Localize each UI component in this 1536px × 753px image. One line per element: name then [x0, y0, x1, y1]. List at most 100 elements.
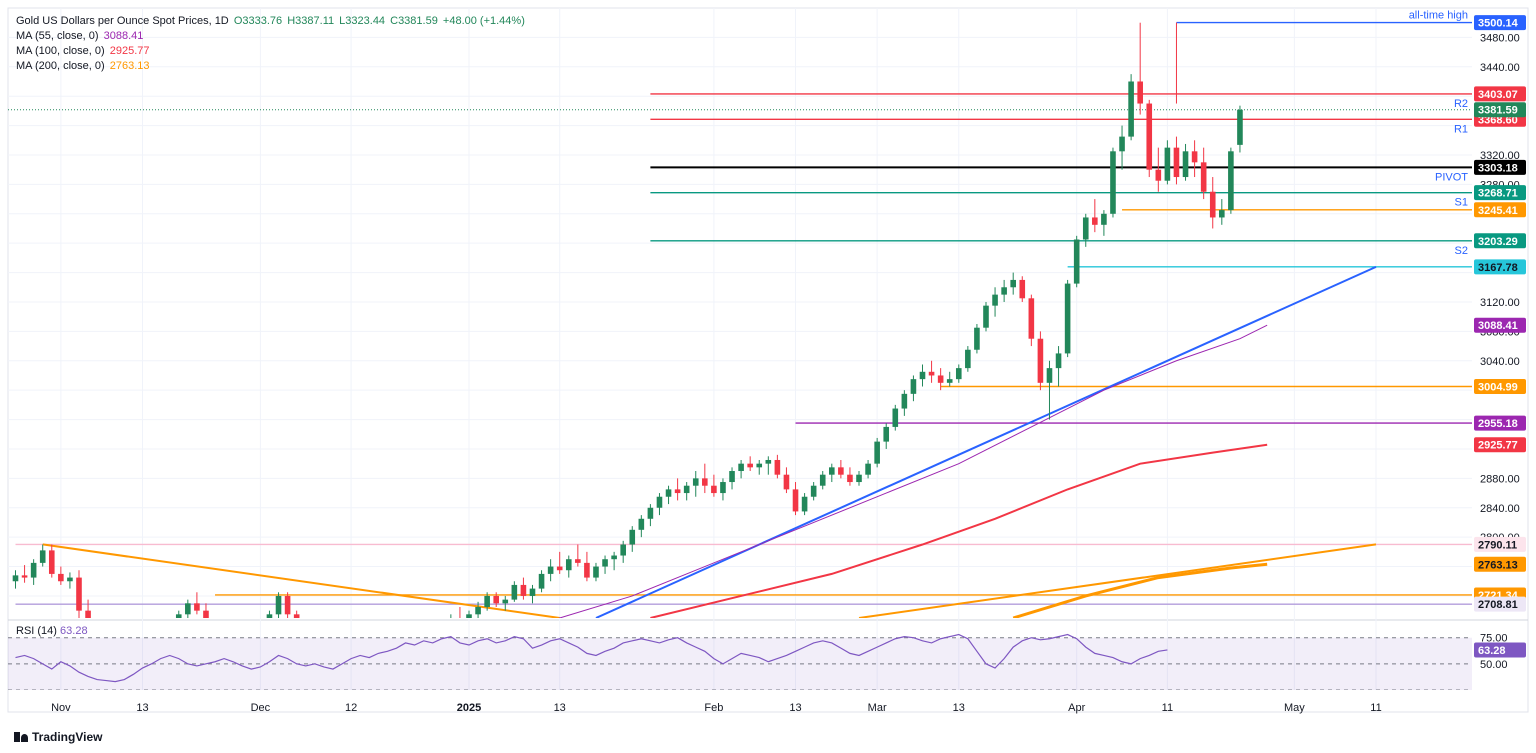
candle-body: [928, 371, 935, 376]
blue-uptrend-line: [595, 265, 1377, 618]
ma100-label: MA (100, close, 0): [16, 45, 105, 57]
rsi-value: 63.28: [60, 625, 88, 637]
candle-body: [1046, 368, 1053, 383]
candle-body: [847, 474, 853, 483]
symbol-title[interactable]: Gold US Dollars per Ounce Spot Prices, 1…: [16, 15, 229, 27]
x-tick-label: Nov: [51, 702, 71, 714]
rsi-tick-50: 50.00: [1480, 659, 1508, 671]
candle-body: [702, 478, 708, 486]
ma-badge-bg: [1474, 317, 1526, 333]
ath-badge: 3500.14: [1478, 18, 1519, 30]
level-badge-bg: [1474, 596, 1526, 612]
candle-body: [1092, 217, 1098, 225]
y-tick-label: 2840.00: [1480, 503, 1520, 515]
candle-body: [629, 529, 636, 545]
y-tick-label: 2880.00: [1480, 473, 1520, 485]
candle-body: [1173, 147, 1180, 178]
level-badge-bg: [1474, 379, 1526, 395]
chart-frame: [7, 7, 1529, 713]
candle-body: [593, 566, 599, 578]
main-pane: [8, 21, 1472, 618]
level-badge-bg: [1474, 259, 1526, 275]
y-tick-label: 3120.00: [1480, 297, 1520, 309]
rsi-badge-bg: [1474, 642, 1526, 658]
level-label: PIVOT: [1435, 171, 1468, 183]
level-badge-bg: [1474, 536, 1526, 552]
level-label: S1: [1455, 197, 1468, 209]
candle-body: [983, 305, 989, 328]
ma55-label: MA (55, close, 0): [16, 30, 99, 42]
level-badge: 3268.71: [1478, 188, 1518, 200]
candle-body: [1082, 217, 1089, 240]
level-label: R1: [1454, 123, 1468, 135]
legend-ma100[interactable]: MA (100, close, 0) 2925.77: [16, 44, 525, 59]
candle-body: [194, 603, 200, 611]
candle-body: [39, 550, 46, 563]
legend-title-row: Gold US Dollars per Ounce Spot Prices, 1…: [16, 14, 525, 29]
x-tick-label: Mar: [868, 702, 887, 714]
candle-body: [729, 471, 735, 483]
candle-body: [647, 507, 654, 519]
candle-body: [783, 474, 790, 490]
ohlc-low: L3323.44: [339, 15, 386, 27]
candle-body: [1164, 147, 1171, 181]
candle-body: [965, 349, 971, 369]
candle-body: [1055, 353, 1062, 369]
x-tick-label: 2025: [457, 702, 481, 714]
candle-body: [747, 463, 753, 468]
candle-body: [955, 368, 962, 380]
candle-body: [829, 467, 835, 475]
candle-body: [665, 489, 672, 497]
legend-ma200[interactable]: MA (200, close, 0) 2763.13: [16, 59, 525, 74]
candle-body: [1182, 151, 1189, 178]
orange-downtrend-line: [42, 543, 560, 618]
candle-body: [1137, 81, 1143, 104]
candle-body: [520, 584, 527, 596]
level-badge: 3403.07: [1478, 89, 1518, 101]
candle-body: [293, 614, 300, 618]
x-tick-label: 12: [345, 702, 357, 714]
candle-body: [919, 371, 926, 380]
candle-body: [856, 474, 862, 483]
level-label: S2: [1455, 245, 1468, 257]
ma200-label: MA (200, close, 0): [16, 60, 105, 72]
rsi-legend[interactable]: RSI (14) 63.28: [16, 625, 88, 637]
candle-body: [484, 595, 490, 607]
candle-body: [475, 606, 481, 615]
ma-badge-bg: [1474, 437, 1526, 453]
legend-ma55[interactable]: MA (55, close, 0) 3088.41: [16, 29, 525, 44]
x-tick-label: 11: [1162, 702, 1173, 714]
candle-body: [1001, 287, 1007, 295]
candle-body: [556, 566, 563, 571]
level-badge: 2790.11: [1478, 539, 1517, 551]
level-badge: 3167.78: [1478, 262, 1518, 274]
ath-badge-bg: [1474, 15, 1526, 31]
x-tick-label: Feb: [704, 702, 723, 714]
ohlc-high: H3387.11: [287, 15, 335, 27]
candle-body: [801, 496, 808, 512]
ma55-line: [558, 324, 1268, 618]
candle-body: [502, 599, 509, 604]
candle-body: [937, 375, 944, 383]
candle-body: [76, 577, 82, 611]
candle-body: [1101, 213, 1107, 225]
level-badge: 3203.29: [1478, 236, 1518, 248]
level-badge-bg: [1474, 159, 1526, 175]
x-tick-label: 13: [953, 702, 965, 714]
level-badge: 3245.41: [1478, 205, 1518, 217]
candle-body: [511, 584, 518, 600]
candle-body: [48, 550, 55, 574]
candle-body: [738, 463, 744, 472]
candle-body: [1064, 283, 1071, 354]
tradingview-brand[interactable]: TradingView: [14, 730, 102, 744]
candle-body: [865, 463, 871, 475]
candle-body: [1200, 162, 1207, 192]
candle-body: [565, 559, 572, 571]
candle-body: [21, 575, 28, 578]
candle-body: [1155, 169, 1162, 181]
candle-body: [203, 610, 209, 618]
candle-body: [611, 555, 617, 560]
candle-body: [275, 595, 282, 615]
candle-body: [692, 478, 699, 486]
